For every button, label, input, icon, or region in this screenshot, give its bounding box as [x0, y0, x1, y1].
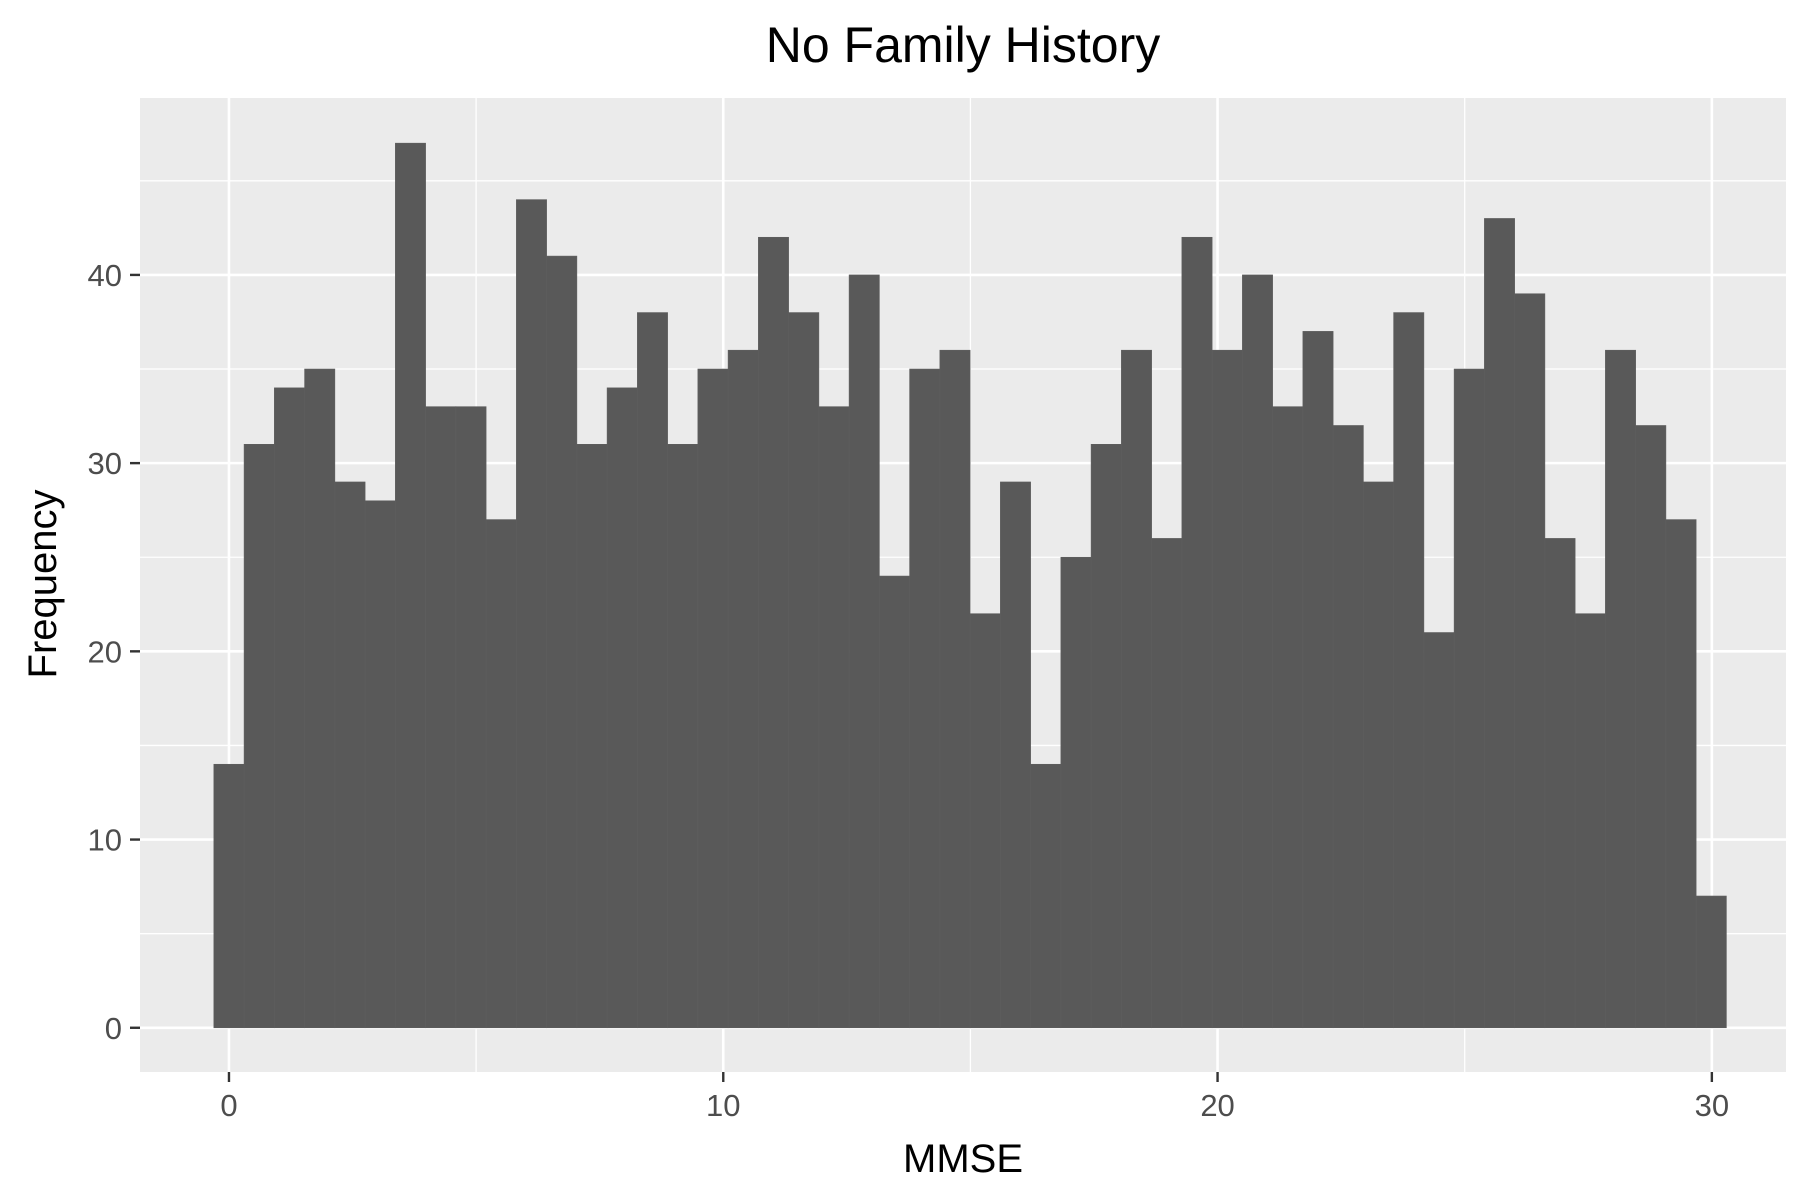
- histogram-bar: [1242, 274, 1273, 1029]
- histogram-bar: [395, 142, 426, 1029]
- histogram-bar: [274, 387, 305, 1029]
- histogram-bar: [1121, 349, 1152, 1029]
- histogram-bar: [1423, 632, 1455, 1029]
- histogram-bar: [213, 763, 245, 1029]
- histogram-bar: [879, 575, 910, 1029]
- histogram-bar: [425, 406, 457, 1029]
- histogram-bar: [334, 481, 366, 1029]
- y-axis: 0 10 20 30 40: [88, 258, 140, 1046]
- x-tick-label: 30: [1695, 1088, 1729, 1123]
- y-axis-title: Frequency: [21, 490, 65, 679]
- histogram-bar: [1695, 895, 1727, 1029]
- histogram-bar: [1060, 556, 1092, 1029]
- histogram-bar: [1484, 218, 1515, 1029]
- chart-title: No Family History: [766, 17, 1160, 73]
- histogram-bar: [455, 406, 487, 1029]
- histogram-bar: [243, 444, 275, 1029]
- histogram-bar: [758, 236, 789, 1029]
- x-tick-label: 0: [220, 1088, 237, 1123]
- histogram-bar: [848, 274, 880, 1029]
- histogram-bar: [304, 368, 336, 1029]
- histogram-bar: [818, 406, 850, 1029]
- x-axis-title: MMSE: [903, 1137, 1023, 1181]
- histogram-bar: [1090, 444, 1122, 1029]
- histogram-bar: [485, 519, 517, 1029]
- histogram-bar: [1605, 349, 1636, 1029]
- histogram-bar: [1453, 368, 1485, 1029]
- histogram-bar: [697, 368, 729, 1029]
- histogram-bar: [1181, 236, 1213, 1029]
- histogram-bar: [1211, 349, 1243, 1029]
- histogram-bar: [727, 349, 759, 1029]
- histogram-bar: [1000, 481, 1031, 1029]
- x-tick-label: 10: [706, 1088, 740, 1123]
- y-tick-label: 10: [88, 823, 122, 858]
- histogram-bar: [1151, 538, 1183, 1029]
- x-tick-label: 20: [1200, 1088, 1234, 1123]
- histogram-bar: [1332, 425, 1364, 1029]
- histogram-bar: [909, 368, 941, 1029]
- histogram-bar: [546, 255, 578, 1029]
- x-axis: 0 10 20 30: [220, 1072, 1729, 1123]
- histogram-bar: [788, 312, 820, 1029]
- histogram-bar: [1393, 312, 1425, 1029]
- histogram-bar: [1665, 519, 1697, 1029]
- histogram-bar: [364, 500, 396, 1029]
- y-tick-label: 40: [88, 258, 122, 293]
- histogram-bar: [1363, 481, 1394, 1029]
- y-tick-label: 30: [88, 446, 122, 481]
- y-tick-label: 0: [105, 1011, 122, 1046]
- histogram-bar: [1030, 763, 1062, 1029]
- histogram-bar: [1544, 538, 1576, 1029]
- histogram-bar: [939, 349, 971, 1029]
- histogram-bar: [637, 312, 668, 1029]
- histogram-bar: [606, 387, 638, 1029]
- histogram-bars: [213, 142, 1727, 1029]
- histogram-bar: [1302, 331, 1334, 1029]
- y-tick-label: 20: [88, 634, 122, 669]
- histogram-bar: [576, 444, 608, 1029]
- histogram-bar: [1272, 406, 1304, 1029]
- histogram-bar: [667, 444, 699, 1029]
- histogram-bar: [1635, 425, 1667, 1029]
- histogram-bar: [516, 199, 547, 1029]
- histogram-bar: [1574, 613, 1606, 1029]
- histogram-bar: [969, 613, 1001, 1029]
- histogram-bar: [1514, 293, 1546, 1029]
